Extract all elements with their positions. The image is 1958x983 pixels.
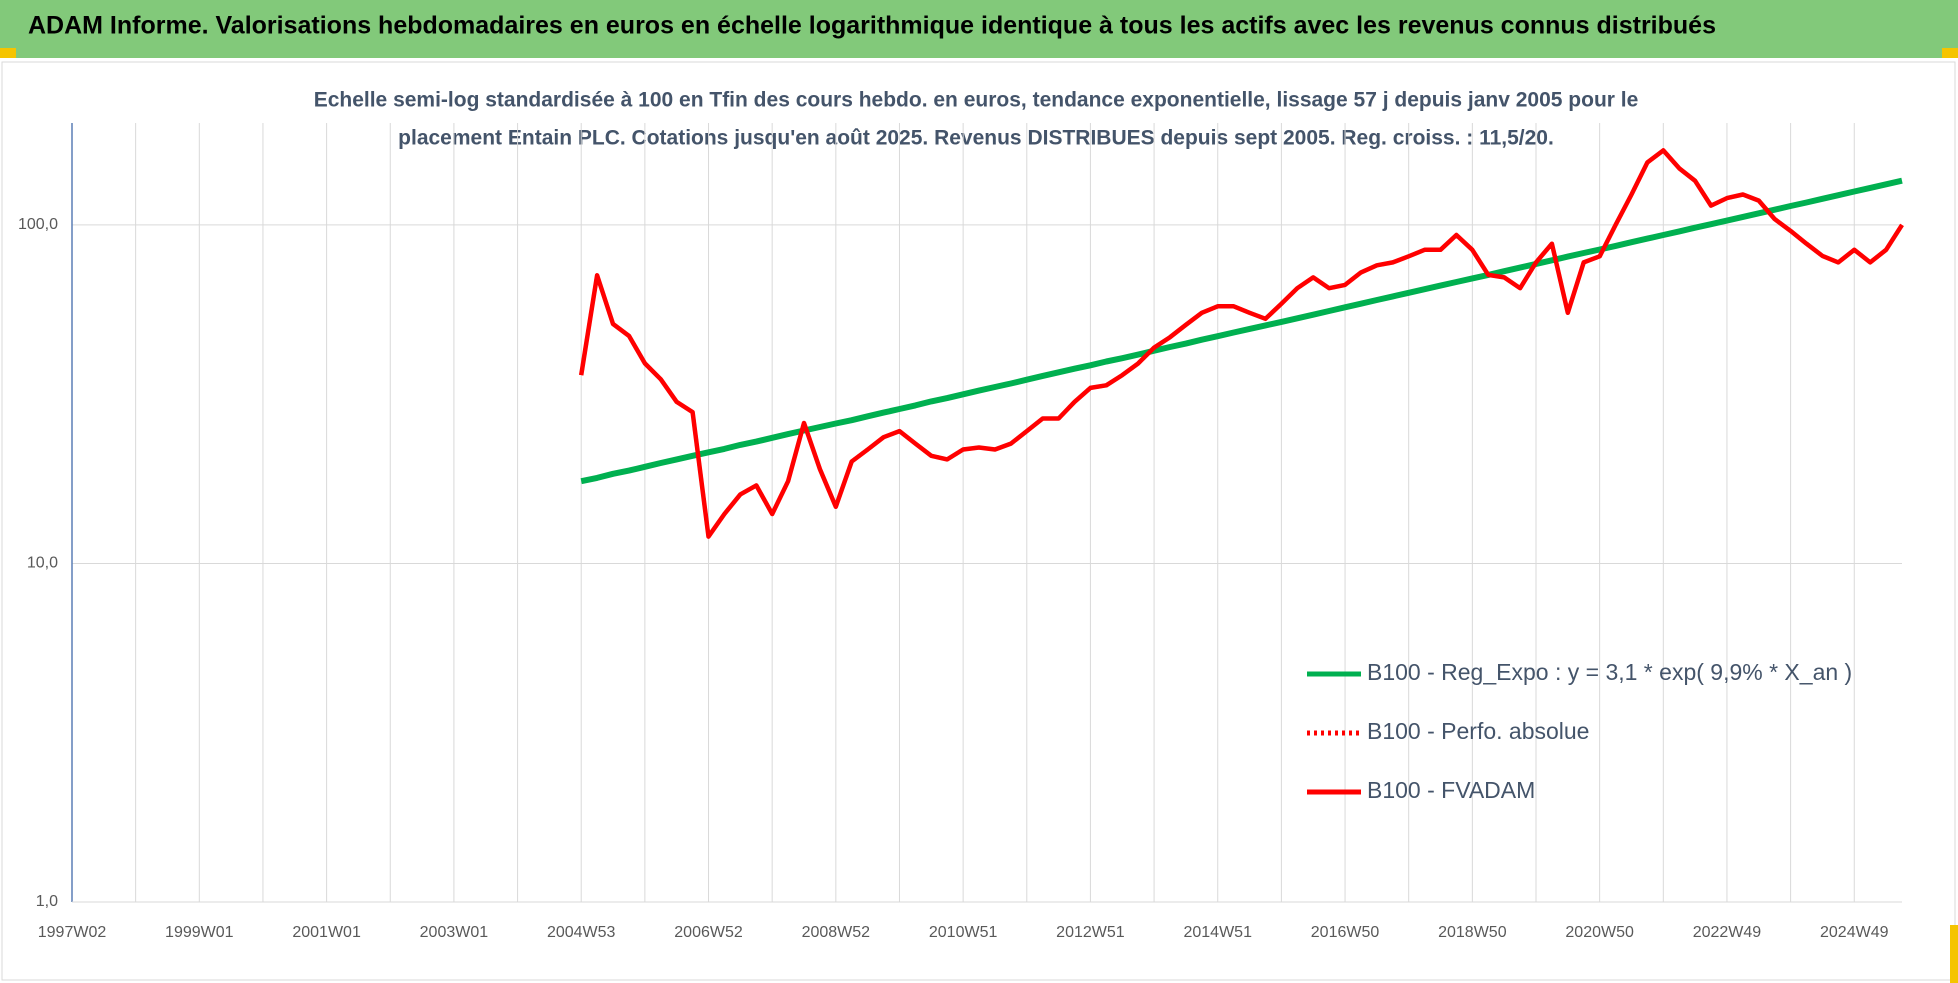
corner <box>1950 925 1958 983</box>
x-tick-label: 2003W01 <box>420 924 489 941</box>
y-tick-label: 1,0 <box>36 893 58 910</box>
corner <box>0 48 16 58</box>
corner <box>1942 48 1958 58</box>
y-tick-label: 100,0 <box>18 216 58 233</box>
x-tick-label: 2010W51 <box>929 924 998 941</box>
chart-title: ADAM Informe. Valorisations hebdomadaire… <box>28 12 1716 40</box>
x-tick-label: 2022W49 <box>1693 924 1762 941</box>
x-tick-label: 2018W50 <box>1438 924 1507 941</box>
chart-subtitle: placement Entain PLC. Cotations jusqu'en… <box>398 127 1554 150</box>
x-tick-label: 2004W53 <box>547 924 616 941</box>
legend-label: B100 - FVADAM <box>1367 777 1535 803</box>
x-tick-label: 2008W52 <box>802 924 871 941</box>
x-tick-label: 1999W01 <box>165 924 234 941</box>
title-bar <box>0 0 1958 58</box>
y-tick-label: 10,0 <box>27 555 58 572</box>
x-tick-label: 2006W52 <box>674 924 743 941</box>
chart-subtitle: Echelle semi-log standardisée à 100 en T… <box>314 89 1639 112</box>
legend-label: B100 - Perfo. absolue <box>1367 718 1589 744</box>
x-tick-label: 2016W50 <box>1311 924 1380 941</box>
x-tick-label: 2014W51 <box>1183 924 1252 941</box>
x-tick-label: 2012W51 <box>1056 924 1125 941</box>
x-tick-label: 2001W01 <box>292 924 361 941</box>
series-line <box>578 148 1904 539</box>
legend-label: B100 - Reg_Expo : y = 3,1 * exp( 9,9% * … <box>1367 659 1852 685</box>
frame <box>1 61 1956 981</box>
x-tick-label: 2024W49 <box>1820 924 1889 941</box>
x-tick-label: 2020W50 <box>1565 924 1634 941</box>
x-tick-label: 1997W02 <box>38 924 107 941</box>
